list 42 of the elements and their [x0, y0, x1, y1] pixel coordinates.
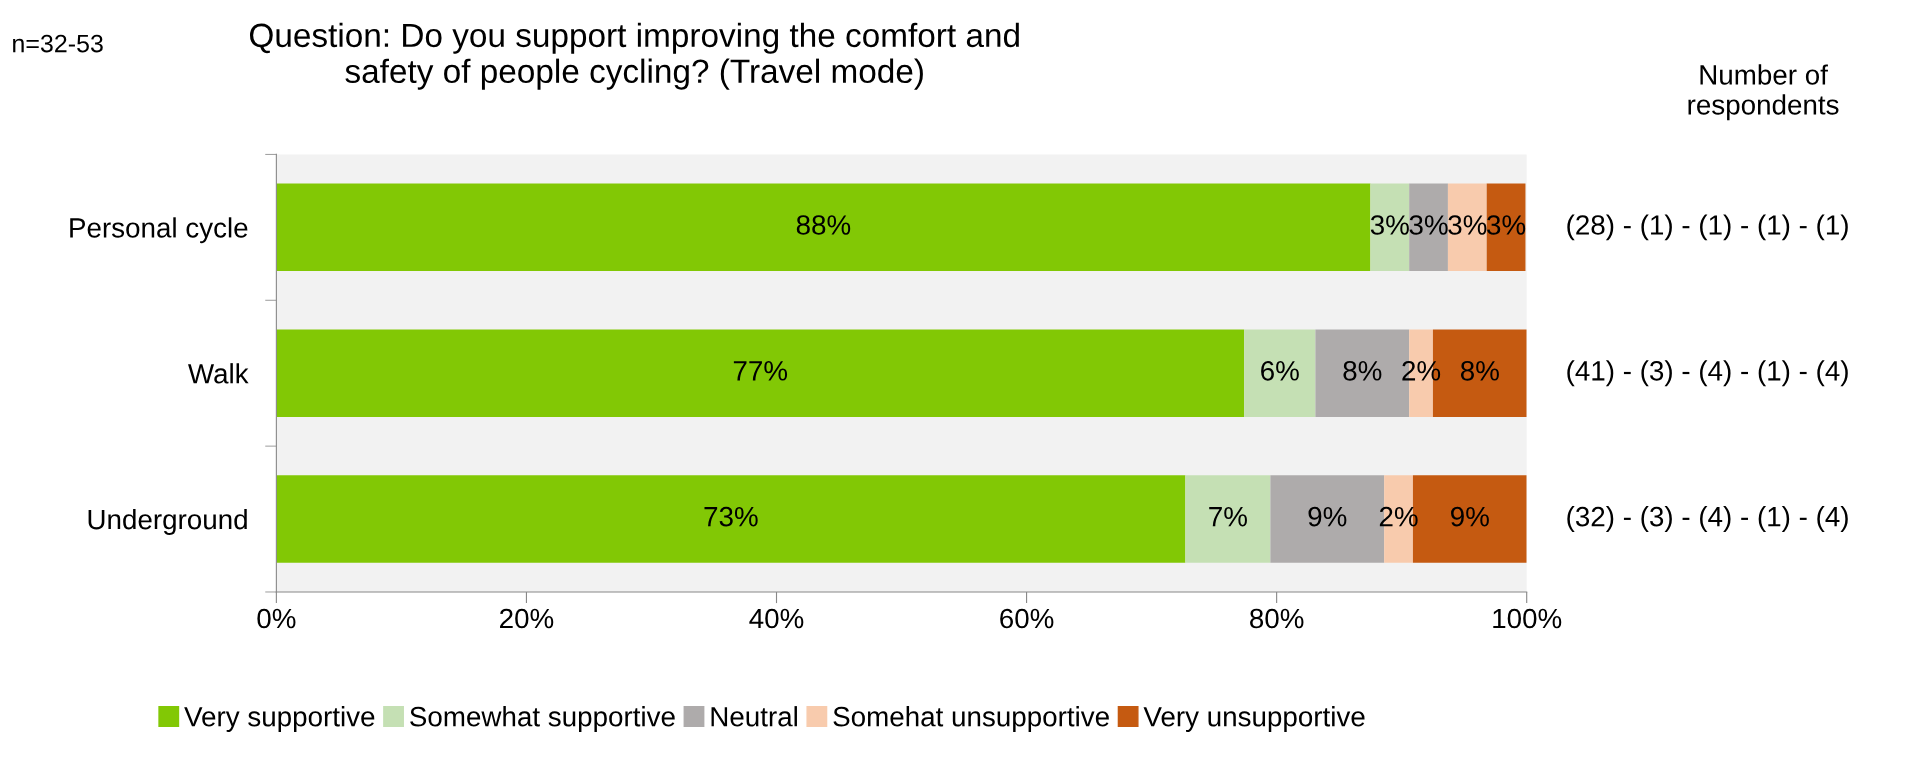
y-tick-label: Underground — [88, 508, 247, 535]
bar — [1185, 475, 1271, 563]
x-tick-label: 40% — [749, 608, 804, 629]
data-label: 9% — [1308, 506, 1347, 527]
data-label: 7% — [1209, 506, 1247, 527]
legend-label: Very unsupportive — [1143, 706, 1365, 732]
x-tick-label: 0% — [257, 608, 296, 629]
legend-label: Very supportive — [184, 706, 375, 732]
x-tick-label: 80% — [1250, 608, 1304, 629]
legend-label: Somehat unsupportive — [833, 706, 1109, 732]
data-label: 8% — [1460, 360, 1499, 381]
x-tick-label: 60% — [1000, 608, 1054, 629]
data-label: 3% — [1448, 215, 1487, 235]
text: (41) - (3) - (4) - (1) - (4) — [1567, 360, 1848, 387]
bar — [1447, 183, 1487, 272]
text: n=32-53 — [13, 34, 103, 53]
data-label: 8% — [1343, 360, 1382, 381]
data-label: 3% — [1370, 215, 1409, 235]
bar — [1370, 183, 1410, 272]
text: (32) - (3) - (4) - (1) - (4) — [1567, 506, 1848, 532]
y-tick-label: Personal cycle — [70, 217, 248, 244]
data-label: 6% — [1261, 360, 1299, 381]
data-label: 9% — [1451, 506, 1489, 527]
data-label: 77% — [733, 361, 788, 381]
bar — [1409, 183, 1448, 272]
legend-label: Neutral — [711, 706, 797, 727]
y-tick-label: Walk — [188, 363, 249, 384]
data-label: 3% — [1487, 215, 1526, 235]
bar — [276, 329, 1245, 417]
chart-title: Question: Do you support improving the comfort and safety of people cycling? (Travel mode) — [249, 22, 1019, 90]
x-tick-label: 100% — [1493, 608, 1562, 629]
bar — [276, 475, 1186, 563]
data-label: 3% — [1409, 215, 1448, 235]
bar — [276, 183, 1371, 272]
legend-label: Somewhat supportive — [410, 706, 675, 732]
bar — [1486, 183, 1526, 272]
bar — [1244, 329, 1316, 417]
text: Number of respondents — [1688, 64, 1839, 121]
text: (28) - (1) - (1) - (1) - (1) — [1567, 214, 1848, 241]
data-label: 73% — [704, 506, 758, 527]
data-label: 88% — [796, 215, 851, 235]
x-tick-label: 20% — [500, 608, 554, 629]
